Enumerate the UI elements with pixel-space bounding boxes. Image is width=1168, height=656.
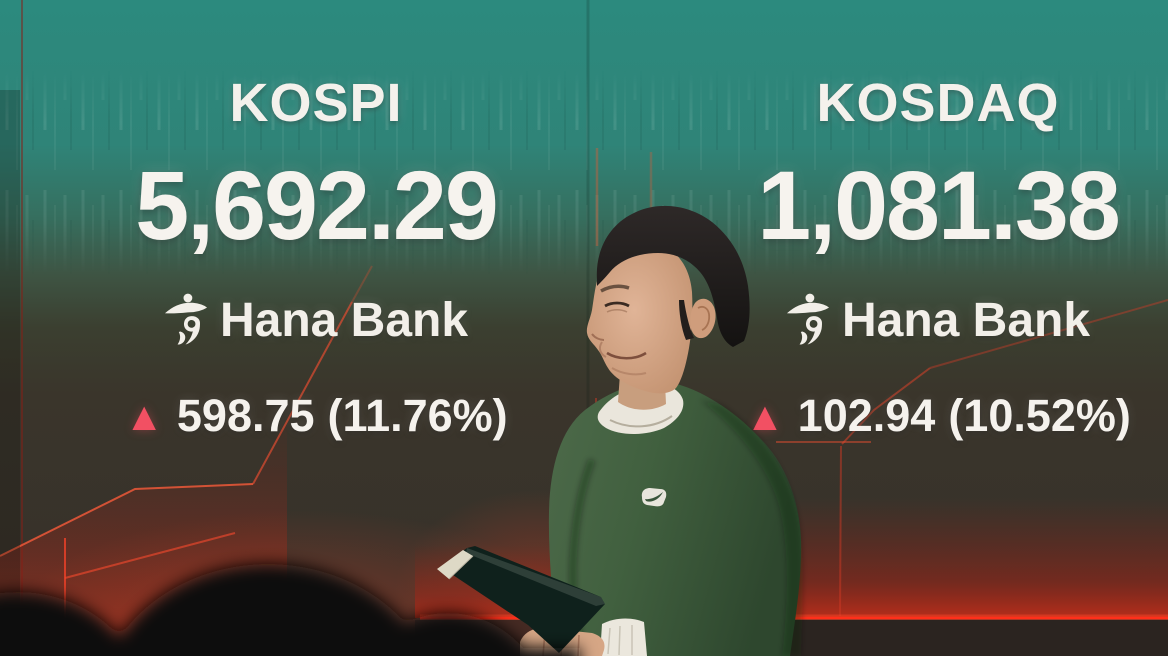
ear-inner-line	[697, 305, 711, 331]
man-figure	[520, 205, 803, 656]
bank-row: Hana Bank	[638, 292, 1168, 348]
hair	[596, 205, 750, 347]
change-value: 102.94	[797, 390, 936, 441]
smiling-mouth	[606, 351, 647, 360]
nostril-line	[591, 333, 605, 341]
kosdaq-panel: KOSDAQ 1,081.38 Hana Bank ▲ 102.94 (	[638, 0, 1168, 480]
sweatshirt	[548, 381, 802, 656]
shirt-cuff	[600, 618, 647, 656]
change-percent: (11.76%)	[327, 390, 508, 441]
index-name: KOSDAQ	[816, 73, 1060, 133]
up-triangle-icon: ▲	[124, 395, 164, 439]
index-value: 1,081.38	[757, 151, 1121, 260]
hana-bank-logo-icon	[164, 293, 207, 345]
kospi-panel: KOSPI 5,692.29 Hana Bank ▲ 598.75 (1	[16, 0, 616, 480]
ear	[690, 298, 716, 339]
bank-label: Hana Bank	[841, 293, 1091, 347]
change-row: ▲ 598.75 (11.76%)	[16, 390, 616, 442]
nike-logo-patch-icon	[641, 488, 667, 507]
chin-crease	[611, 367, 647, 376]
notebook-pages	[437, 550, 473, 579]
candlestick-texture	[0, 70, 1168, 275]
collar-fold-line	[609, 415, 673, 428]
cuff-folds	[607, 625, 633, 656]
bank-row: Hana Bank	[16, 292, 616, 348]
notebook	[437, 546, 605, 653]
screen-left-edge-shade	[0, 90, 20, 656]
eye-crease	[606, 309, 628, 313]
closed-eye	[604, 301, 630, 308]
crowd-silhouettes	[0, 564, 580, 656]
hana-bank-logo-icon	[786, 293, 829, 345]
change-value: 598.75	[176, 390, 315, 441]
smile-crease	[598, 341, 607, 358]
change-percent: (10.52%)	[948, 390, 1131, 441]
sideburn	[679, 300, 694, 340]
sweatshirt-shadow	[700, 400, 803, 656]
index-name: KOSPI	[229, 73, 403, 133]
index-value: 5,692.29	[135, 151, 499, 260]
eyebrow	[600, 284, 630, 293]
change-row: ▲ 102.94 (10.52%)	[638, 390, 1168, 442]
bank-label: Hana Bank	[219, 293, 469, 347]
